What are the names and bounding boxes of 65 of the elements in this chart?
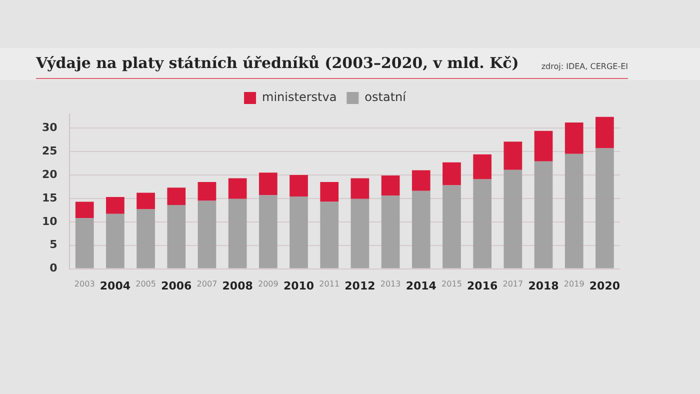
bar bbox=[442, 162, 461, 186]
legend-label: ostatní bbox=[364, 90, 407, 104]
bar bbox=[596, 116, 614, 148]
y-tick-label: 10 bbox=[42, 214, 58, 228]
x-tick-label: 2012 bbox=[344, 279, 376, 292]
bar bbox=[75, 218, 94, 268]
bar bbox=[198, 182, 216, 201]
y-tick-label: 20 bbox=[42, 168, 58, 181]
bar bbox=[167, 188, 186, 206]
x-tick-label: 2005 bbox=[136, 280, 156, 289]
bar bbox=[290, 174, 308, 197]
bar bbox=[473, 179, 492, 268]
x-tick-label: 2008 bbox=[222, 279, 253, 292]
x-tick-label: 2018 bbox=[528, 279, 559, 292]
bar bbox=[258, 195, 278, 268]
x-tick-label: 2006 bbox=[161, 279, 192, 292]
x-tick-label: 2003 bbox=[74, 280, 95, 289]
bar bbox=[534, 161, 553, 268]
x-tick-label: 2019 bbox=[564, 280, 584, 289]
x-tick-label: 2013 bbox=[380, 280, 401, 289]
bar bbox=[412, 190, 430, 268]
y-tick-label: 15 bbox=[42, 191, 58, 204]
bar bbox=[106, 214, 124, 268]
bar bbox=[442, 185, 461, 268]
x-tick-label: 2011 bbox=[319, 280, 340, 289]
bar bbox=[350, 198, 370, 268]
bar bbox=[504, 170, 522, 268]
bar bbox=[228, 178, 247, 199]
bar bbox=[167, 205, 186, 268]
bar bbox=[564, 122, 584, 154]
x-tick-label: 2007 bbox=[196, 280, 218, 289]
bar bbox=[258, 172, 278, 196]
x-tick-label: 2010 bbox=[283, 279, 314, 292]
bar bbox=[381, 196, 400, 268]
x-tick-label: 2015 bbox=[442, 280, 462, 289]
bar bbox=[564, 154, 584, 268]
x-tick-label: 2016 bbox=[467, 279, 498, 292]
bar bbox=[412, 170, 430, 191]
chart-title: Výdaje na platy státních úředníků (2003–2020, v mld. Kč) bbox=[36, 54, 519, 72]
bar bbox=[320, 182, 339, 202]
x-tick-label: 2004 bbox=[100, 279, 131, 292]
x-tick-label: 2020 bbox=[589, 279, 620, 292]
legend-label: ministerstva bbox=[262, 90, 337, 104]
x-tick-label: 2017 bbox=[502, 280, 524, 289]
y-tick-label: 25 bbox=[42, 144, 58, 158]
bar bbox=[75, 202, 94, 218]
x-tick-label: 2009 bbox=[258, 280, 278, 289]
bar bbox=[350, 178, 370, 199]
y-tick-label: 0 bbox=[50, 262, 58, 275]
y-tick-label: 5 bbox=[50, 238, 58, 252]
bar bbox=[198, 200, 216, 268]
y-tick-label: 30 bbox=[42, 120, 58, 134]
bar bbox=[504, 142, 522, 170]
text: zdroj: IDEA, CERGE-EI bbox=[541, 62, 628, 71]
bar bbox=[381, 175, 400, 196]
bar bbox=[136, 209, 155, 268]
x-tick-label: 2014 bbox=[406, 279, 437, 292]
bar bbox=[473, 154, 492, 180]
bar bbox=[228, 198, 247, 268]
bar bbox=[596, 148, 614, 268]
bar bbox=[320, 202, 339, 268]
bar bbox=[106, 197, 124, 214]
bar bbox=[136, 192, 155, 210]
bar bbox=[534, 130, 553, 162]
bar bbox=[290, 196, 308, 268]
